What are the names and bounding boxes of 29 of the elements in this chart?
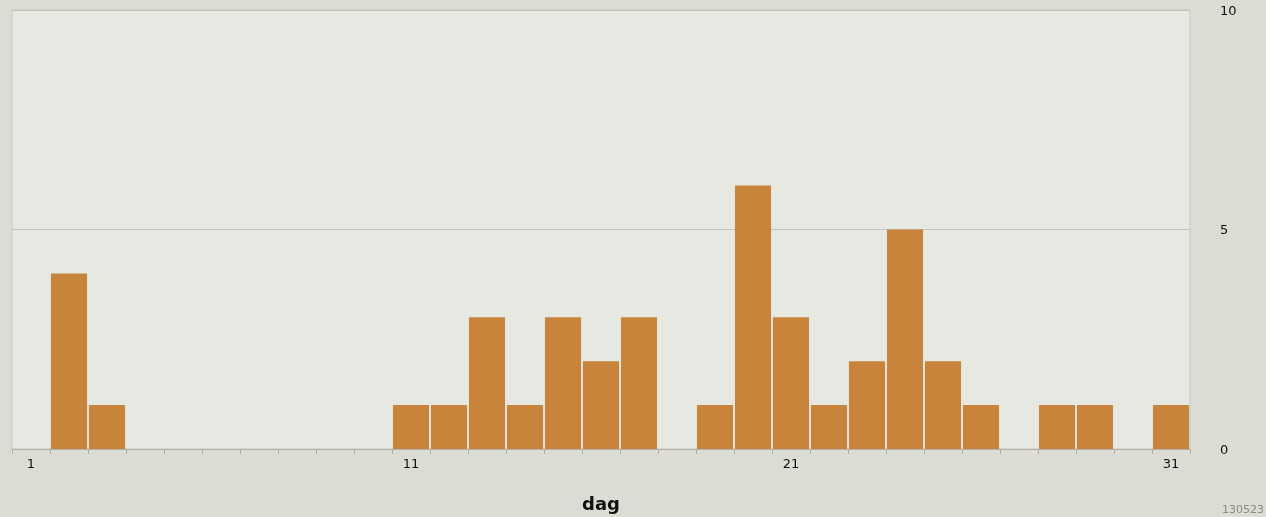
- bar: [734, 185, 772, 449]
- bar: [430, 405, 468, 449]
- bar: [1038, 405, 1076, 449]
- bar: [468, 317, 506, 449]
- y-tick-label: 5: [1220, 222, 1229, 237]
- bar: [962, 405, 1000, 449]
- bar: [620, 317, 658, 449]
- bar: [1076, 405, 1114, 449]
- y-tick-label: 10: [1220, 2, 1237, 18]
- bar: [506, 405, 544, 449]
- bar: [924, 361, 962, 449]
- bar: [544, 317, 582, 449]
- bar: [696, 405, 734, 449]
- bar: [582, 361, 620, 449]
- bar: [848, 361, 886, 449]
- bar: [886, 229, 924, 449]
- x-tick-label: 11: [402, 456, 420, 471]
- y-tick-label: 0: [1220, 441, 1229, 457]
- x-axis-title: dag: [582, 492, 620, 514]
- bar: [392, 405, 430, 449]
- text: 130523: [1222, 503, 1265, 516]
- x-tick-label: 21: [782, 456, 800, 471]
- x-tick-label: 1: [26, 456, 36, 471]
- bar: [772, 317, 810, 449]
- bar: [88, 405, 126, 449]
- bar: [1152, 405, 1190, 449]
- bar: [50, 273, 88, 449]
- bar: [810, 405, 848, 449]
- x-tick-label: 31: [1162, 456, 1180, 471]
